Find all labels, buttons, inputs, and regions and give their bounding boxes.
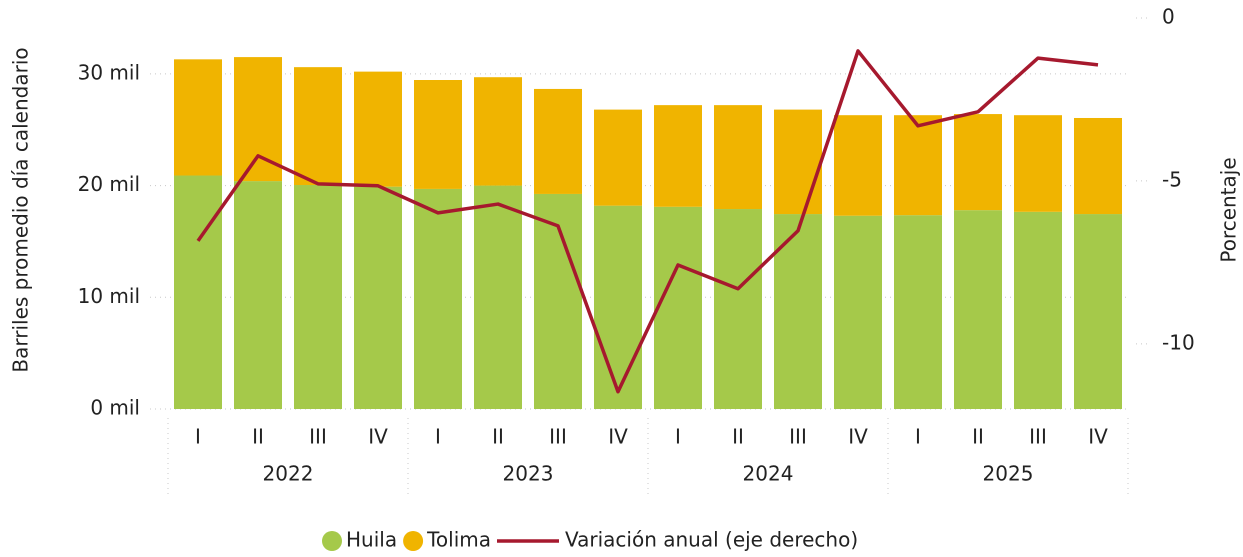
x-tick-label: II [732, 425, 744, 449]
line-series [196, 49, 1099, 394]
x-tick-label: IV [368, 425, 388, 449]
bar-segment [594, 109, 642, 206]
legend-label: Variación anual (eje derecho) [565, 528, 858, 552]
bar-segment [174, 175, 222, 409]
bar-segment [234, 181, 282, 409]
x-tick-label: I [435, 425, 441, 449]
bar-segment [1074, 117, 1122, 215]
group-label: 2023 [503, 462, 554, 486]
bar-segment [534, 88, 582, 194]
x-tick-label: IV [1088, 425, 1108, 449]
x-tick-label: I [915, 425, 921, 449]
bar-segment [354, 71, 402, 187]
x-tick-label: III [1029, 425, 1047, 449]
legend-label: Tolima [426, 528, 491, 552]
bar-segment [354, 186, 402, 409]
legend-swatch [322, 531, 342, 551]
bar-segment [474, 185, 522, 409]
y-axis-title: Barriles promedio día calendario [9, 47, 33, 372]
x-tick-label: I [195, 425, 201, 449]
y-tick-label: 10 mil [78, 284, 140, 308]
x-tick-label: III [549, 425, 567, 449]
legend-label: Huila [346, 528, 397, 552]
bar-segment [774, 109, 822, 215]
bar-segment [834, 215, 882, 409]
x-tick-label: III [309, 425, 327, 449]
bar-segment [654, 206, 702, 409]
bar-segment [294, 185, 342, 409]
x-tick-label: II [492, 425, 504, 449]
bar-segment [474, 77, 522, 186]
x-tick-label: II [252, 425, 264, 449]
bar-segment [594, 205, 642, 409]
x-tick-label: II [972, 425, 984, 449]
bar-segment [174, 59, 222, 176]
y2-tick-label: -5 [1162, 167, 1182, 191]
bar-segment [1074, 214, 1122, 409]
y2-tick-label: 0 [1162, 5, 1175, 29]
x-tick-label: III [789, 425, 807, 449]
bar-segment [654, 105, 702, 207]
bar-segment [834, 115, 882, 216]
y-tick-label: 30 mil [78, 60, 140, 84]
bar-segment [234, 57, 282, 182]
bar-segment [714, 209, 762, 409]
legend-swatch [403, 531, 424, 551]
bar-segment [714, 105, 762, 210]
x-tick-label: IV [608, 425, 628, 449]
bar-segment [1014, 211, 1062, 409]
group-label: 2022 [263, 462, 314, 486]
group-label: 2024 [743, 462, 794, 486]
bar-segment [954, 114, 1002, 211]
x-tick-label: IV [848, 425, 868, 449]
bar-segment [414, 188, 462, 409]
y-tick-label: 0 mil [90, 396, 140, 420]
y-tick-label: 20 mil [78, 172, 140, 196]
bar-segment [954, 210, 1002, 409]
bar-segment [1014, 115, 1062, 212]
bar-segment [774, 214, 822, 409]
group-label: 2025 [983, 462, 1034, 486]
y2-axis-title: Porcentaje [1217, 157, 1241, 262]
bar-segment [894, 215, 942, 409]
bar-segment [894, 115, 942, 216]
x-tick-label: I [675, 425, 681, 449]
bar-segment [414, 80, 462, 189]
y2-tick-label: -10 [1162, 330, 1195, 354]
bar-segment [294, 67, 342, 186]
